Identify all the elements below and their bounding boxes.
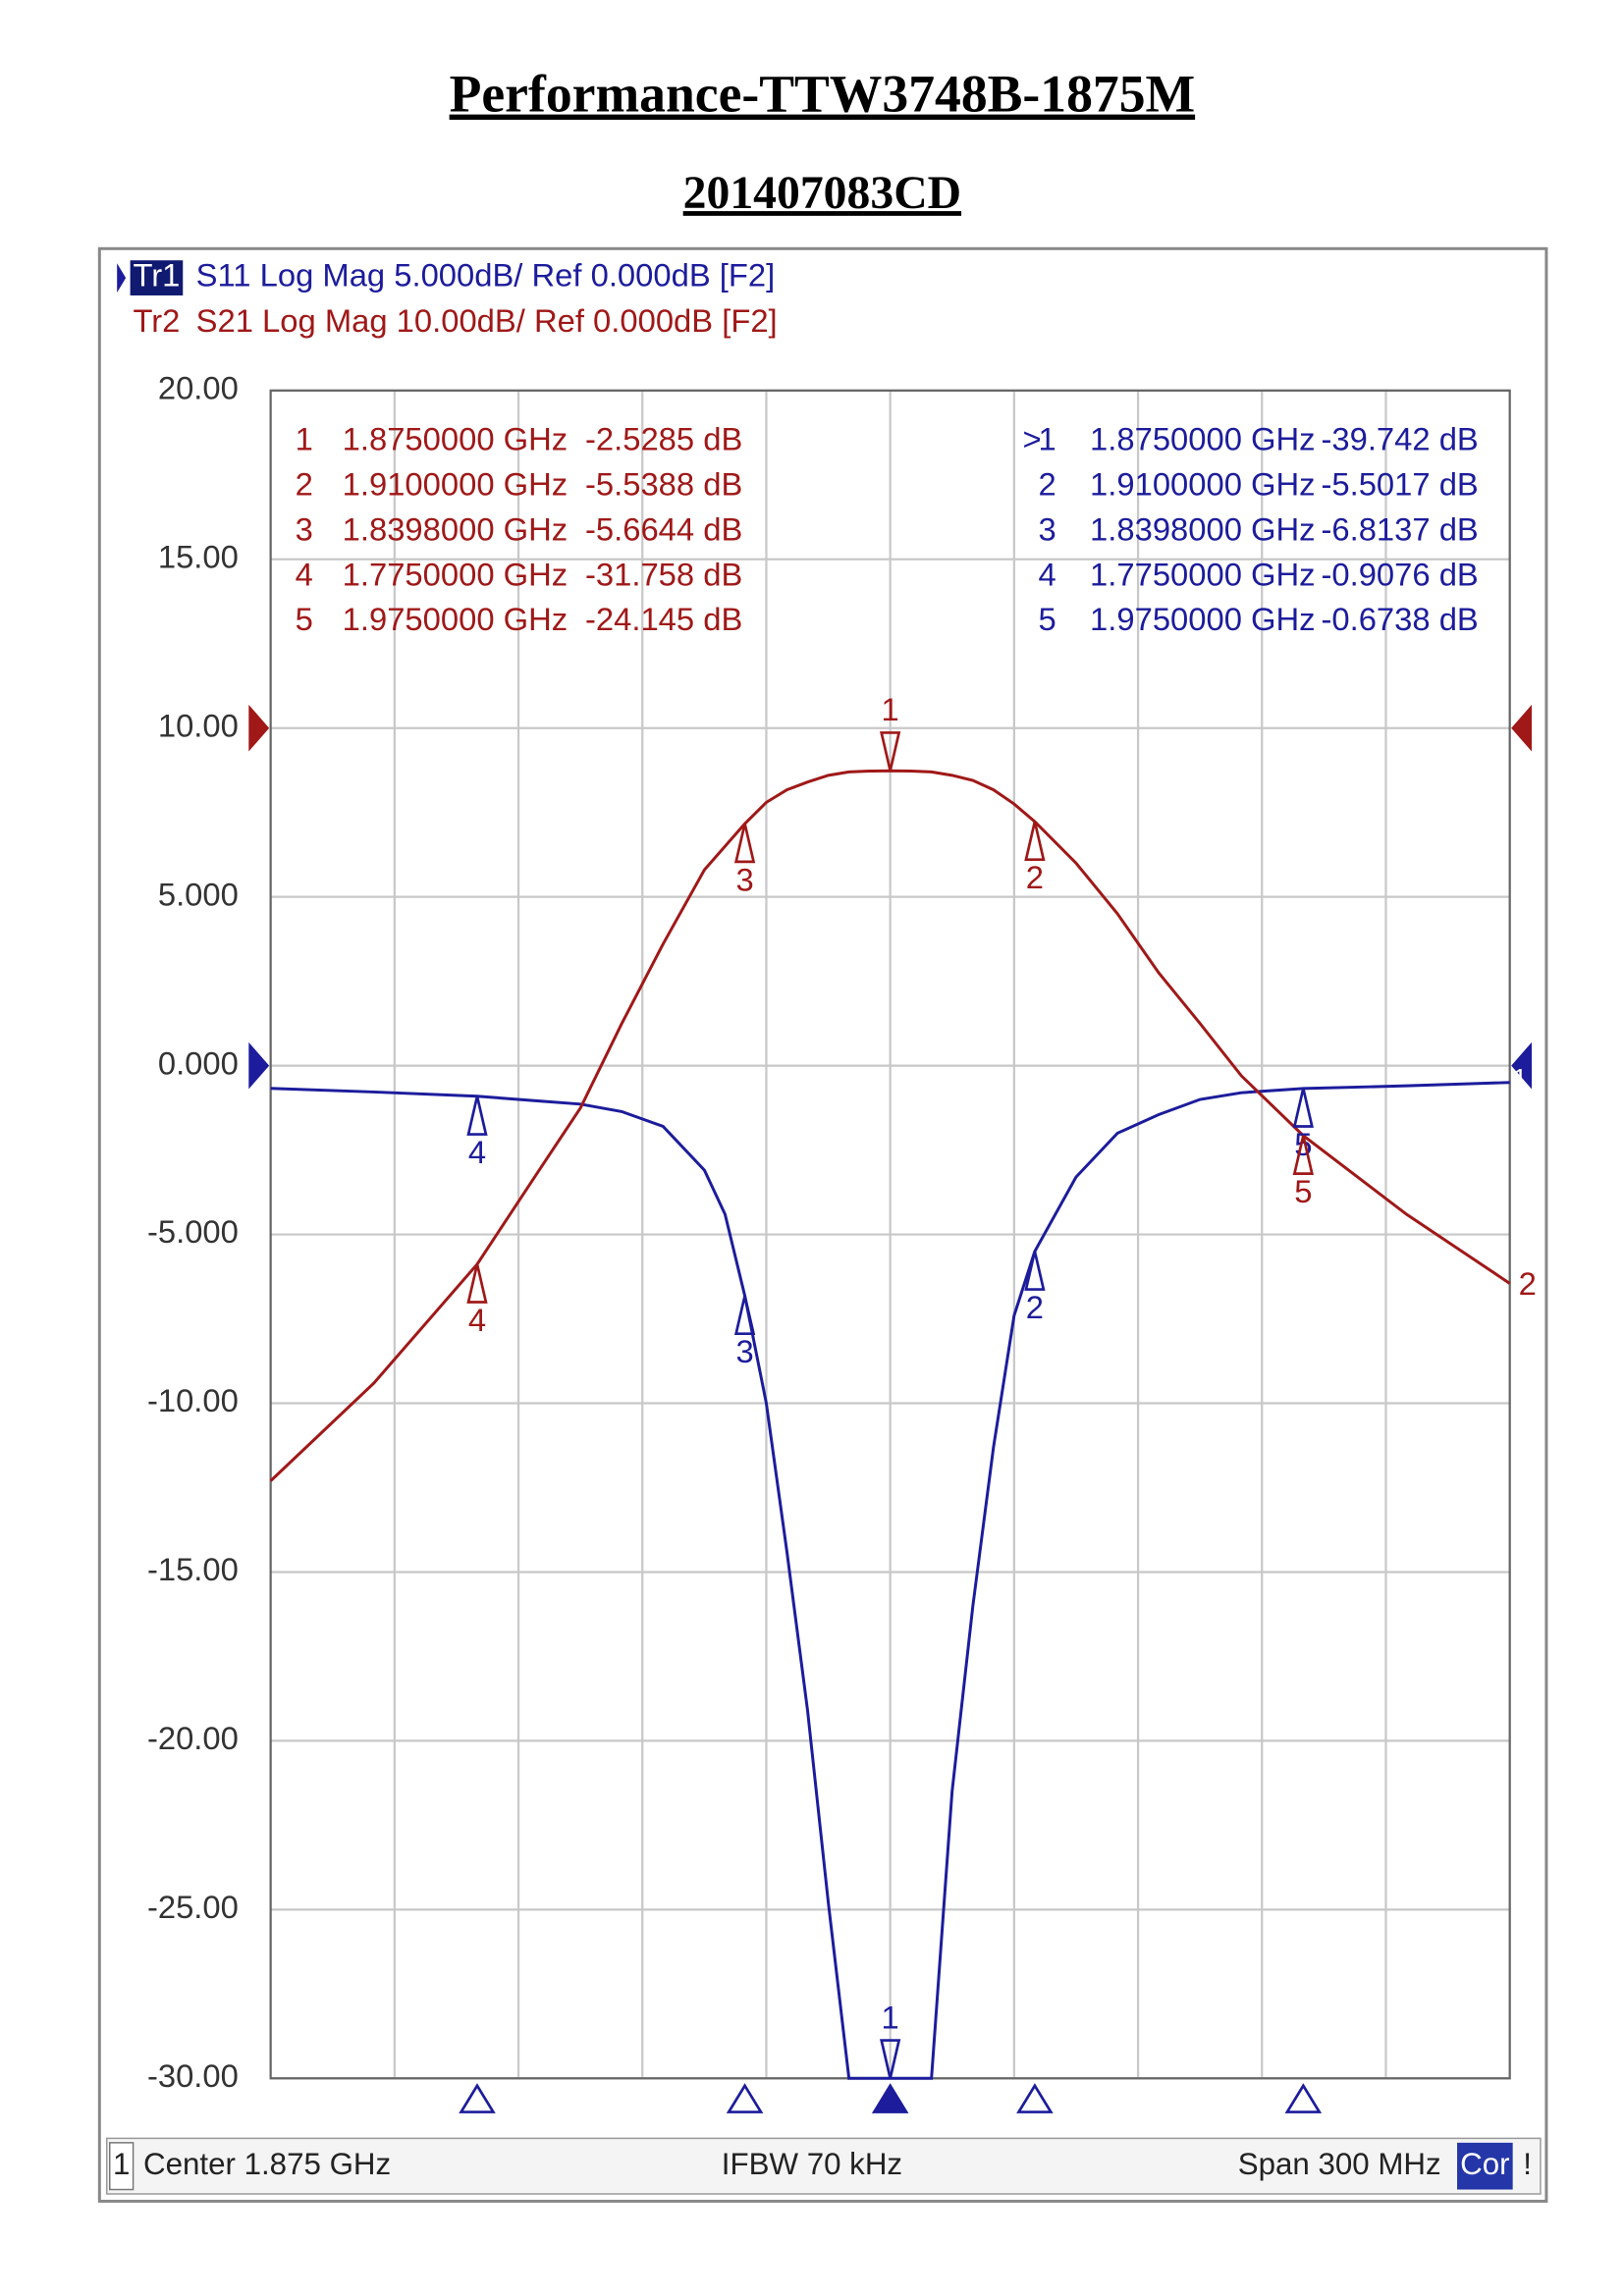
analyzer-frame [97,246,1548,2203]
y-tick-label: 10.00 [158,707,239,743]
marker-table-value: -24.145 dB [585,601,742,637]
reference-marker-right [1511,704,1533,752]
marker-table-frequency: 1.7750000 GHz [343,556,568,592]
y-tick-label: -5.000 [147,1213,239,1250]
marker-table-frequency: 1.9100000 GHz [1090,466,1316,503]
ifbw: IFBW 70 kHz [722,2147,902,2181]
marker-number: 3 [735,1333,753,1369]
channel-box [109,2142,135,2191]
channel-number: 1 [113,2147,130,2181]
marker-table-frequency: 1.7750000 GHz [1090,556,1316,592]
active-marker-prefix: > [1023,421,1042,457]
active-trace-box [130,260,184,295]
y-tick-label: -15.00 [147,1551,239,1587]
status: ! [1523,2147,1532,2181]
marker-table-frequency: 1.9750000 GHz [1090,601,1316,637]
active-trace-pointer [117,263,127,293]
span: Span 300 MHz [1238,2147,1441,2181]
screen: Performance-TTW3748B-1875M 201407083CD 2… [97,65,1548,2203]
marker-table-frequency: 1.8398000 GHz [343,510,568,547]
stimulus-marker [1284,2083,1323,2113]
marker-table-frequency: 1.8750000 GHz [1090,421,1316,457]
marker-table-value: -31.758 dB [585,556,742,592]
correction-box [1457,2142,1513,2190]
marker-triangle [1024,1251,1046,1291]
marker-triangle [1292,1088,1314,1128]
reference-marker-right [1511,1041,1533,1090]
marker-triangle [466,1263,488,1304]
stimulus-marker [1016,2083,1054,2113]
center-frequency: Center 1.875 GHz [143,2147,391,2181]
marker-table-value: -39.742 dB [1321,421,1478,457]
marker-table-number: 3 [1039,510,1056,547]
marker-table-value: -6.8137 dB [1321,510,1478,547]
status-bar [106,2137,1542,2195]
y-tick-label: 0.000 [158,1044,239,1081]
reference-marker-left [248,704,270,752]
marker-table-frequency: 1.8750000 GHz [343,421,568,457]
page-title: Performance-TTW3748B-1875M [450,65,1195,124]
y-tick-label: 5.000 [158,876,239,912]
marker-table-value: -2.5285 dB [585,421,742,457]
marker-number: 2 [1026,859,1044,895]
stimulus-marker [726,2083,764,2113]
marker-number: 5 [1294,1173,1312,1209]
marker-number: 5 [1294,1126,1312,1162]
marker-number: 4 [468,1302,486,1338]
marker-table-number: 2 [1039,466,1056,503]
marker-table-number: 1 [296,421,313,457]
marker-table-number: 4 [296,556,313,592]
y-tick-label: -20.00 [147,1720,239,1756]
y-tick-label: 15.00 [158,538,239,574]
marker-table-number: 4 [1039,556,1056,592]
marker-number: 3 [735,861,753,897]
marker-table-number: 2 [296,466,313,503]
trace-setting: S21 Log Mag 10.00dB/ Ref 0.000dB [F2] [196,302,778,339]
marker-table-frequency: 1.9750000 GHz [343,601,568,637]
trace-line [270,1081,1510,2080]
reference-marker-left [248,1041,270,1090]
correction: Cor [1460,2147,1509,2181]
marker-table-number: 5 [296,601,313,637]
trace-number: 1 [1513,1064,1528,1094]
marker-triangle [880,731,901,772]
marker-triangle [1292,1135,1314,1175]
marker-table-number: 5 [1039,601,1056,637]
marker-table-value: -5.5388 dB [585,466,742,503]
marker-triangle [880,2039,901,2079]
trace-name: Tr1 [133,257,180,294]
marker-table-frequency: 1.9100000 GHz [343,466,568,503]
marker-number: 1 [882,1999,899,2035]
stimulus-marker [871,2083,909,2113]
trace-name: Tr2 [133,302,180,339]
marker-triangle [733,823,756,864]
page-subtitle: 201407083CD [683,168,961,219]
marker-table-number: 1 [1039,421,1056,457]
trace-number: 2 [1519,1265,1537,1302]
marker-table-value: -0.6738 dB [1321,601,1478,637]
y-tick-label: -25.00 [147,1889,239,1925]
y-tick-label: -30.00 [147,2057,239,2094]
stimulus-marker [459,2083,496,2113]
trace-line [269,769,1511,1482]
marker-triangle [733,1295,756,1336]
marker-table-value: -0.9076 dB [1321,556,1478,592]
marker-table-value: -5.5017 dB [1321,466,1478,503]
y-tick-label: 20.00 [158,369,239,405]
marker-number: 2 [1026,1289,1044,1325]
marker-number: 1 [882,691,899,727]
marker-table-number: 3 [296,510,313,547]
y-tick-label: -10.00 [147,1382,239,1418]
trace-setting: S11 Log Mag 5.000dB/ Ref 0.000dB [F2] [196,257,776,294]
marker-number: 4 [468,1134,486,1170]
marker-table-value: -5.6644 dB [585,510,742,547]
marker-table-frequency: 1.8398000 GHz [1090,510,1316,547]
marker-triangle [1024,821,1046,862]
marker-triangle [466,1095,488,1136]
